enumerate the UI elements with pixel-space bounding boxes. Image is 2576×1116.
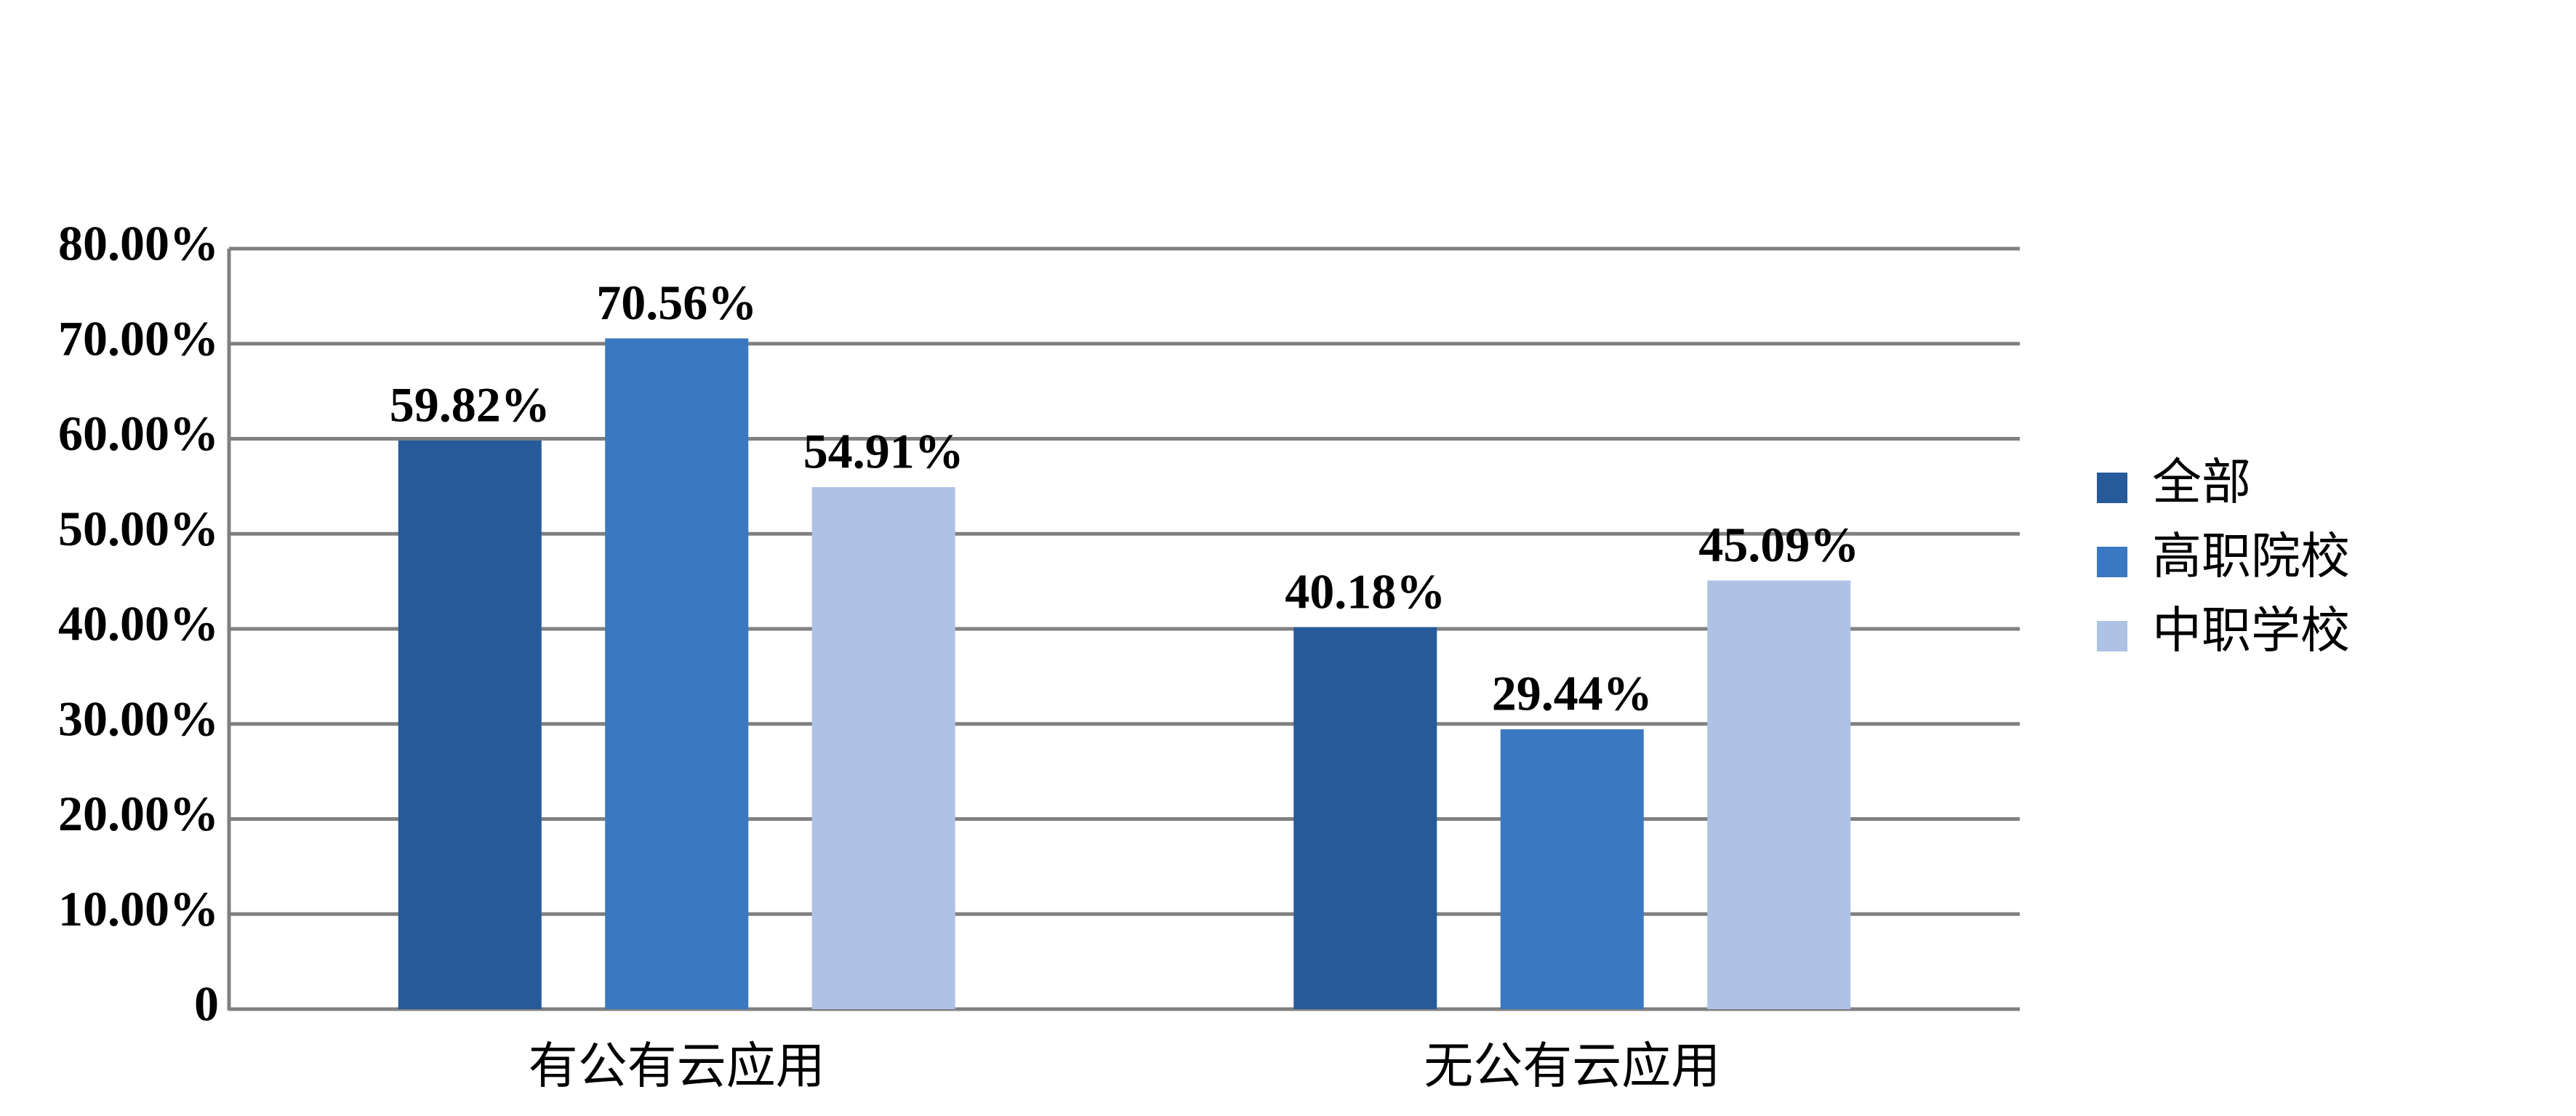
bar: [398, 440, 542, 1009]
data-label: 29.44%: [1492, 666, 1653, 721]
legend-swatch: [2097, 621, 2127, 651]
y-tick-label: 20.00%: [58, 786, 219, 841]
y-tick-label: 80.00%: [58, 216, 219, 271]
data-label: 45.09%: [1698, 517, 1859, 572]
bar: [1707, 580, 1851, 1009]
bar: [605, 338, 749, 1010]
legend-label: 中职学校: [2152, 603, 2350, 659]
data-label: 70.56%: [596, 275, 757, 330]
legend-swatch: [2097, 473, 2127, 503]
data-label: 40.18%: [1285, 563, 1445, 619]
legend-label: 高职院校: [2152, 529, 2350, 585]
data-label: 54.91%: [803, 424, 964, 479]
data-label: 59.82%: [390, 377, 550, 432]
legend-label: 全部: [2152, 455, 2251, 510]
legend-swatch: [2097, 547, 2127, 577]
x-tick-label: 无公有云应用: [1424, 1039, 1720, 1094]
y-tick-label: 30.00%: [58, 691, 219, 746]
y-tick-label: 60.00%: [58, 406, 219, 461]
bar: [1293, 627, 1437, 1009]
x-tick-label: 有公有云应用: [529, 1039, 825, 1094]
bar: [1500, 729, 1644, 1009]
y-tick-label: 40.00%: [58, 596, 219, 651]
y-tick-label: 50.00%: [58, 501, 219, 556]
bar: [811, 487, 955, 1009]
y-tick-label: 10.00%: [58, 881, 219, 936]
y-tick-label: 70.00%: [58, 310, 219, 366]
y-tick-label: 0: [194, 976, 219, 1032]
